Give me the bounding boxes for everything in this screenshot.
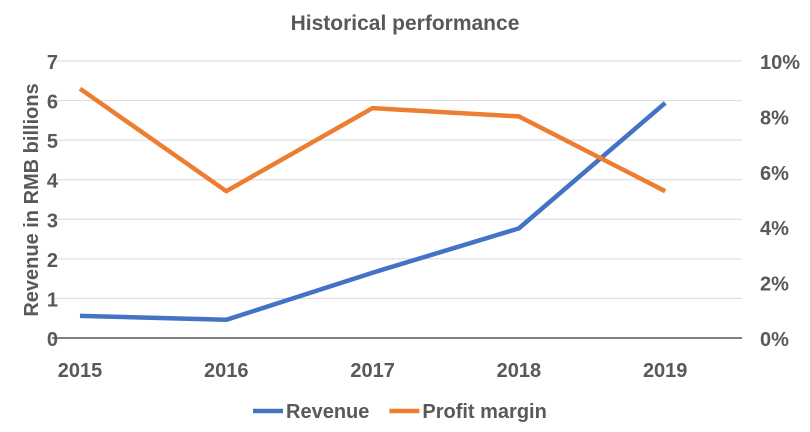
x-tick-label: 2017	[350, 360, 395, 382]
y2-tick-label: 0%	[760, 329, 789, 351]
y-tick-label: 4	[47, 171, 59, 193]
y2-tick-label: 2%	[760, 274, 789, 296]
x-tick-label: 2015	[58, 360, 103, 382]
series-line-profit-margin	[78, 86, 667, 194]
y2-tick-label: 10%	[760, 52, 800, 74]
y-tick-label: 2	[47, 250, 58, 272]
y-axis-label: Revenue in RMB billions	[21, 83, 43, 316]
y-tick-label: 0	[47, 329, 58, 351]
y-tick-label: 1	[47, 289, 58, 311]
legend-label: Profit margin	[422, 401, 546, 423]
legend-label: Revenue	[286, 401, 369, 423]
x-tick-label: 2018	[497, 360, 542, 382]
y2-tick-label: 4%	[760, 218, 789, 240]
y-tick-label: 3	[47, 210, 58, 232]
y-tick-label: 7	[47, 52, 58, 74]
series-line-revenue	[79, 101, 667, 323]
y-tick-label: 5	[47, 131, 58, 153]
y-tick-label: 6	[47, 92, 58, 114]
y2-tick-label: 8%	[760, 107, 789, 129]
x-tick-label: 2019	[643, 360, 688, 382]
chart-title: Historical performance	[291, 12, 520, 35]
x-tick-label: 2016	[204, 360, 249, 382]
y2-tick-label: 6%	[760, 163, 789, 185]
